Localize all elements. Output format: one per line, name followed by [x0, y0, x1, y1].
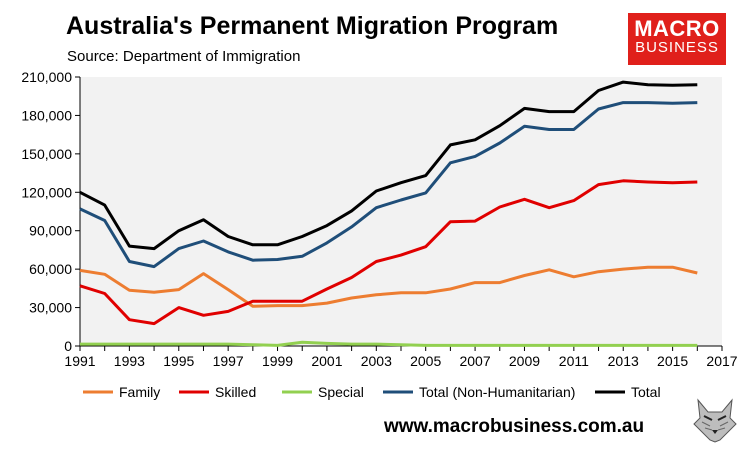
legend-label-skilled: Skilled [215, 384, 256, 400]
series-line-total-non-humanitarian [79, 101, 698, 269]
y-tick-label: 180,000 [21, 107, 72, 123]
plot-area [80, 77, 722, 346]
y-tick-label: 120,000 [21, 184, 72, 200]
legend-label-family: Family [119, 384, 160, 400]
x-tick-label: 1999 [262, 353, 293, 369]
x-tick-label: 2015 [657, 353, 688, 369]
x-tick-label: 2007 [459, 353, 490, 369]
x-tick-label: 2009 [509, 353, 540, 369]
chart-title: Australia's Permanent Migration Program [66, 12, 559, 40]
x-tick-label: 2001 [311, 353, 342, 369]
x-tick-label: 2005 [410, 353, 441, 369]
legend-label-special: Special [318, 384, 364, 400]
x-tick-label: 1997 [213, 353, 244, 369]
y-tick-label: 210,000 [21, 69, 72, 85]
series-line-family [79, 265, 698, 308]
y-tick-label: 150,000 [21, 146, 72, 162]
x-tick-label: 2011 [559, 353, 589, 369]
fox-mascot-icon [690, 394, 740, 444]
macrobusiness-logo: MACRO BUSINESS [628, 13, 726, 65]
logo-line-1: MACRO [634, 16, 720, 41]
y-tick-label: 60,000 [29, 261, 72, 277]
series-line-total [79, 80, 698, 251]
y-tick-label: 30,000 [29, 300, 72, 316]
legend-label-total-non-humanitarian: Total (Non-Humanitarian) [419, 384, 575, 400]
series-line-special [80, 340, 698, 347]
y-tick-label: 0 [64, 338, 72, 354]
x-tick-label: 2017 [706, 353, 737, 369]
x-tick-label: 2003 [361, 353, 392, 369]
logo-line-2: BUSINESS [635, 39, 719, 56]
chart-source: Source: Department of Immigration [67, 48, 301, 65]
x-tick-label: 1995 [163, 353, 194, 369]
website-url: www.macrobusiness.com.au [384, 416, 645, 437]
series-line-skilled [79, 179, 698, 326]
legend-label-total: Total [631, 384, 661, 400]
y-tick-label: 90,000 [29, 223, 72, 239]
x-tick-label: 1993 [114, 353, 145, 369]
x-tick-label: 1991 [64, 353, 95, 369]
x-tick-label: 2013 [608, 353, 639, 369]
